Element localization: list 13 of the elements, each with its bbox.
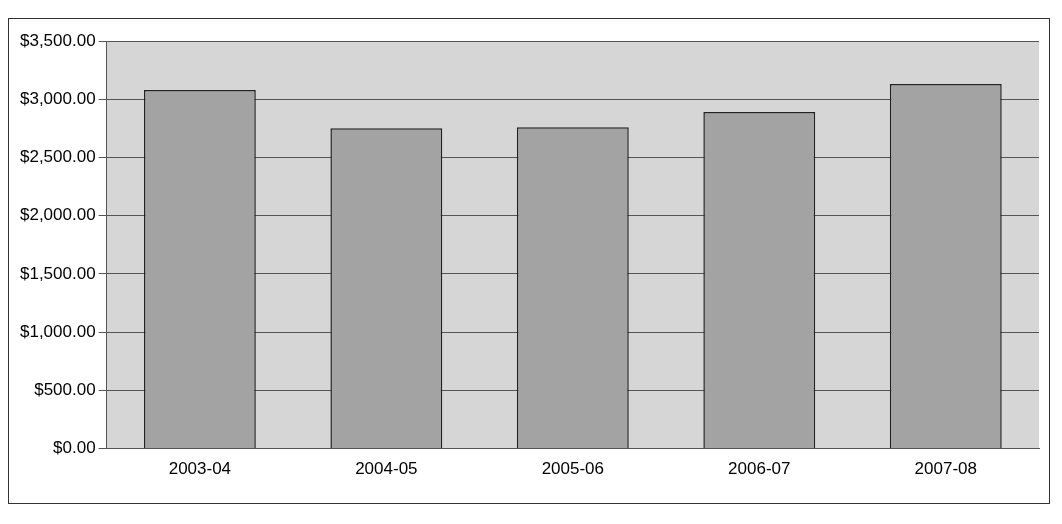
y-tick-label: $3,000.00 (19, 88, 96, 108)
y-tick-label: $3,500.00 (19, 30, 96, 50)
x-tick-label: 2007-08 (914, 459, 977, 479)
y-tick-label: $1,500.00 (19, 263, 96, 283)
x-tick-label: 2003-04 (168, 459, 232, 479)
y-tick-label: $2,500.00 (19, 147, 96, 167)
y-tick-label: $2,000.00 (19, 205, 96, 225)
y-tick-label: $1,000.00 (19, 321, 96, 341)
x-tick-label: 2005-06 (541, 459, 605, 479)
y-tick-label: $0.00 (53, 438, 96, 458)
y-tick-label: $500.00 (34, 380, 96, 400)
x-tick-label: 2004-05 (355, 459, 418, 479)
x-tick-label: 2006-07 (728, 459, 791, 479)
